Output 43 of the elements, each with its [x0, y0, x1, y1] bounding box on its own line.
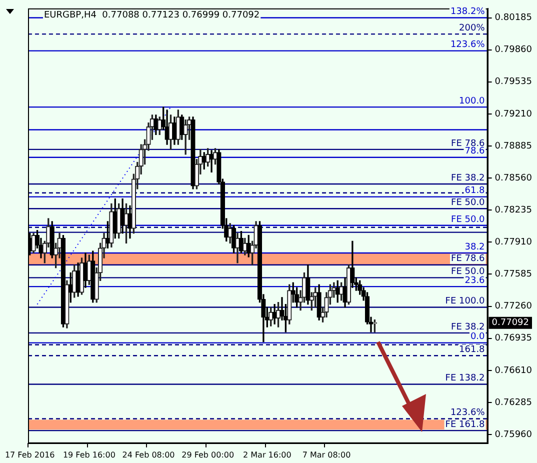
y-tick-label: 0.80185	[494, 13, 532, 24]
chart-title: EURGBP,H4 0.77088 0.77123 0.76999 0.77092	[44, 10, 260, 21]
annotation: FE 50.0	[451, 267, 486, 278]
annotation: 123.6%	[450, 40, 486, 50]
y-tick-label: 0.78235	[494, 205, 532, 216]
y-tick-label: 0.76935	[494, 334, 532, 344]
x-tick-label: 2 Mar 16:00	[242, 450, 292, 460]
y-tick-label: 0.77910	[494, 238, 532, 248]
x-tick-label: 7 Mar 08:00	[302, 450, 351, 460]
annotation: 38.2	[464, 242, 485, 252]
y-tick-label: 0.77260	[494, 302, 532, 312]
annotation: FE 38.2	[451, 173, 485, 184]
annotation: 123.6%	[450, 408, 486, 418]
annotation: 200%	[459, 23, 486, 34]
y-tick-label: 0.78885	[494, 141, 532, 152]
y-tick-label: 0.75960	[494, 430, 532, 440]
annotation: 161.8	[459, 344, 486, 355]
x-tick-label: 29 Feb 00:00	[182, 450, 234, 460]
x-tick-label: 24 Feb 08:00	[122, 450, 175, 460]
annotation: FE 138.2	[445, 374, 485, 384]
annotation: 100.0	[459, 96, 486, 106]
annotation: 138.2%	[450, 7, 486, 18]
annotation: FE 161.8	[445, 420, 486, 430]
annotation: FE 100.0	[445, 296, 486, 307]
y-tick-label: 0.77585	[494, 270, 532, 280]
annotation: 0.0	[470, 332, 486, 342]
annotation: 23.6	[464, 276, 486, 286]
annotation: FE 78.6	[451, 254, 486, 264]
y-tick-label: 0.76610	[494, 366, 532, 376]
y-tick-label: 0.76285	[494, 398, 532, 408]
y-tick-label: 0.79860	[494, 45, 532, 56]
x-tick-label: 17 Feb 2016	[4, 450, 55, 460]
annotation: 61.8	[464, 186, 486, 196]
annotation: FE 50.0	[451, 198, 486, 208]
annotation: 78.6	[464, 146, 486, 157]
x-tick-label: 19 Feb 16:00	[62, 450, 116, 460]
text: 0.77092	[492, 318, 529, 328]
annotation: FE 38.2	[451, 322, 485, 332]
y-tick-label: 0.79535	[494, 77, 532, 88]
y-tick-label: 0.79210	[494, 109, 532, 120]
candlestick	[209, 150, 214, 172]
annotation: FE 50.0	[451, 214, 486, 225]
y-tick-label: 0.78560	[494, 173, 532, 184]
